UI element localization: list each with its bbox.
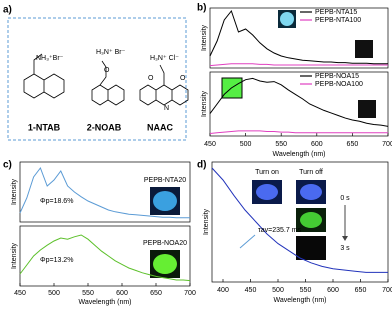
line-series bbox=[209, 63, 388, 67]
x-tick-label: 400 bbox=[217, 287, 229, 294]
panel-label: d) bbox=[197, 160, 206, 171]
photo bbox=[355, 40, 373, 58]
legend-label: PEPB-NTA100 bbox=[315, 17, 361, 24]
line-series bbox=[211, 167, 388, 273]
x-tick-label: 600 bbox=[327, 287, 339, 294]
photo bbox=[153, 254, 177, 274]
atom-label: NH₃⁺Br⁻ bbox=[36, 55, 64, 62]
x-tick-label: 500 bbox=[272, 287, 284, 294]
photo bbox=[280, 12, 294, 26]
structure-name: 1-NTAB bbox=[28, 122, 61, 132]
annotation: τav=235.7 ms bbox=[258, 227, 302, 234]
y-axis-label: Intensity bbox=[11, 178, 18, 205]
annotation: 3 s bbox=[340, 245, 350, 252]
x-axis-label: Wavelength (nm) bbox=[272, 151, 325, 158]
x-tick-label: 650 bbox=[347, 141, 359, 148]
arrow bbox=[342, 236, 348, 241]
x-axis-label: Wavelength (nm) bbox=[78, 299, 131, 306]
photo bbox=[256, 184, 278, 200]
line-series bbox=[209, 130, 388, 134]
annotation: PEPB-NOA20 bbox=[143, 240, 187, 247]
atom-label: O bbox=[148, 75, 154, 82]
x-tick-label: 550 bbox=[82, 290, 94, 297]
x-tick-label: 450 bbox=[14, 290, 26, 297]
legend-label: PEPB-NOA100 bbox=[315, 81, 363, 88]
plot-frame bbox=[19, 225, 191, 287]
line-series bbox=[19, 166, 190, 219]
annotation: PEPB-NTA20 bbox=[144, 177, 186, 184]
atom-label: H₃N⁺ Br⁻ bbox=[96, 49, 126, 56]
annotation: Φp=18.6% bbox=[40, 198, 73, 205]
atom-label: O bbox=[180, 75, 186, 82]
x-tick-label: 550 bbox=[300, 287, 312, 294]
x-tick-label: 700 bbox=[382, 287, 392, 294]
annotation: 0 s bbox=[340, 195, 350, 202]
arrow bbox=[239, 234, 256, 249]
atom-label: N bbox=[164, 105, 169, 112]
y-axis-label: Intensity bbox=[11, 242, 18, 269]
annotation: Turn off bbox=[299, 169, 323, 176]
photo bbox=[300, 212, 322, 228]
photo bbox=[153, 191, 177, 211]
photo bbox=[296, 236, 326, 260]
line-series bbox=[209, 77, 389, 127]
legend-label: PEPB-NOA15 bbox=[315, 73, 359, 80]
photo bbox=[358, 100, 376, 118]
panel-label: c) bbox=[3, 160, 12, 171]
plot-frame bbox=[209, 7, 389, 69]
structure-name: NAAC bbox=[147, 122, 173, 132]
x-tick-label: 450 bbox=[204, 141, 216, 148]
x-tick-label: 600 bbox=[311, 141, 323, 148]
annotation: Φp=13.2% bbox=[40, 257, 73, 264]
line-series bbox=[209, 9, 388, 65]
plot-frame bbox=[211, 161, 389, 283]
y-axis-label: Intensity bbox=[203, 208, 210, 235]
panel-label: b) bbox=[197, 3, 206, 14]
legend-label: PEPB-NTA15 bbox=[315, 9, 357, 16]
x-tick-label: 600 bbox=[116, 290, 128, 297]
photo bbox=[300, 184, 322, 200]
x-tick-label: 700 bbox=[184, 290, 196, 297]
x-tick-label: 650 bbox=[150, 290, 162, 297]
line-series bbox=[19, 234, 191, 282]
annotation: Turn on bbox=[255, 169, 279, 176]
x-tick-label: 450 bbox=[245, 287, 257, 294]
atom-label: H₃N⁺ Cl⁻ bbox=[150, 55, 179, 62]
atom-label: O bbox=[104, 67, 110, 74]
y-axis-label: Intensity bbox=[201, 90, 208, 117]
plot-frame bbox=[209, 71, 389, 137]
structure-name: 2-NOAB bbox=[87, 122, 122, 132]
plot-frame bbox=[19, 161, 191, 223]
y-axis-label: Intensity bbox=[201, 24, 208, 51]
x-tick-label: 500 bbox=[48, 290, 60, 297]
x-axis-label: Wavelength (nm) bbox=[273, 297, 326, 304]
x-tick-label: 650 bbox=[355, 287, 367, 294]
x-tick-label: 700 bbox=[382, 141, 392, 148]
panel-label: a) bbox=[3, 5, 12, 16]
x-tick-label: 500 bbox=[240, 141, 252, 148]
x-tick-label: 550 bbox=[275, 141, 287, 148]
structures bbox=[23, 53, 189, 106]
